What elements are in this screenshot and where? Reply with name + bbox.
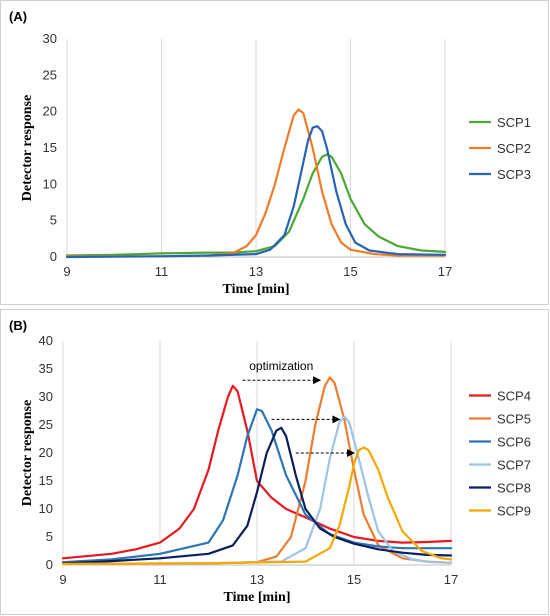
legend-label-scp2: SCP2 [497, 141, 531, 156]
y-tick-label: 0 [46, 557, 53, 572]
y-tick-label: 10 [39, 501, 53, 516]
y-tick-label: 30 [43, 31, 57, 46]
y-tick-label: 30 [39, 389, 53, 404]
chart-panel-a: (A) 0 5 10 15 20 25 30 9 11 13 15 17 Time [min] Detect… [0, 0, 549, 305]
x-tick-label: 17 [438, 264, 452, 279]
x-tick-label: 9 [59, 572, 66, 587]
x-tick-label: 17 [444, 572, 458, 587]
y-tick-label: 0 [50, 249, 57, 264]
y-tick-label: 25 [39, 417, 53, 432]
y-tick-label: 15 [39, 473, 53, 488]
x-tick-label: 9 [63, 264, 70, 279]
y-tick-label: 15 [43, 140, 57, 155]
chart-panel-b: (B) 0 5 10 15 20 25 30 35 40 9 11 13 15 17 Time [min] De… [0, 309, 549, 615]
legend-label-scp3: SCP3 [497, 167, 531, 182]
x-tick-label: 11 [153, 572, 167, 587]
y-axis-title: Detector response [20, 400, 35, 506]
legend-label-scp9: SCP9 [497, 504, 531, 519]
legend-label-scp7: SCP7 [497, 458, 531, 473]
series-line-scp8 [61, 426, 453, 565]
annotation-optimization: optimization [249, 359, 313, 373]
y-tick-label: 10 [43, 176, 57, 191]
series-line-scp2 [65, 108, 447, 258]
y-tick-label: 25 [43, 67, 57, 82]
panel-label: (B) [9, 318, 27, 333]
legend-label-scp5: SCP5 [497, 412, 531, 427]
legend-label-scp1: SCP1 [497, 115, 531, 130]
y-tick-label: 5 [46, 529, 53, 544]
y-tick-label: 20 [39, 445, 53, 460]
x-tick-label: 13 [249, 264, 263, 279]
x-tick-label: 15 [347, 572, 361, 587]
x-axis-title: Time [min] [223, 590, 290, 605]
panel-label: (A) [9, 9, 27, 24]
legend-label-scp8: SCP8 [497, 481, 531, 496]
legend-label-scp6: SCP6 [497, 435, 531, 450]
x-tick-label: 13 [250, 572, 264, 587]
y-tick-label: 35 [39, 361, 53, 376]
series-line-scp4 [61, 384, 453, 560]
y-axis-title: Detector response [20, 95, 35, 201]
x-axis-title: Time [min] [222, 282, 289, 297]
series-line-scp9 [61, 446, 453, 565]
x-tick-label: 11 [155, 264, 169, 279]
y-tick-label: 40 [39, 333, 53, 348]
series-line-scp7 [61, 415, 453, 565]
chart-b-svg: (B) 0 5 10 15 20 25 30 35 40 9 11 13 15 17 Time [min] De… [9, 318, 531, 605]
x-tick-label: 15 [343, 264, 357, 279]
series-line-scp6 [61, 408, 453, 564]
y-tick-label: 5 [50, 213, 57, 228]
series-line-scp3 [65, 125, 447, 259]
chart-a-svg: (A) 0 5 10 15 20 25 30 9 11 13 15 17 Time [min] Detect… [9, 9, 531, 297]
legend-label-scp4: SCP4 [497, 389, 531, 404]
y-tick-label: 20 [43, 104, 57, 119]
